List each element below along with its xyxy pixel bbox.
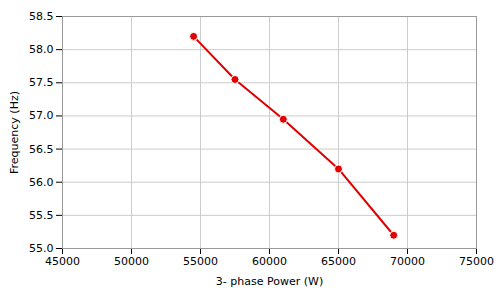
svg-text:3- phase Power (W): 3- phase Power (W) xyxy=(216,275,323,288)
svg-text:60000: 60000 xyxy=(252,255,287,268)
svg-text:58.0: 58.0 xyxy=(29,43,54,56)
svg-text:57.5: 57.5 xyxy=(29,76,54,89)
svg-text:Frequency (Hz): Frequency (Hz) xyxy=(8,91,21,174)
svg-text:56.0: 56.0 xyxy=(29,176,54,189)
svg-text:70000: 70000 xyxy=(390,255,425,268)
svg-text:55000: 55000 xyxy=(183,255,218,268)
svg-text:57.0: 57.0 xyxy=(29,109,54,122)
svg-text:55.5: 55.5 xyxy=(29,209,54,222)
svg-text:75000: 75000 xyxy=(459,255,494,268)
svg-text:58.5: 58.5 xyxy=(29,10,54,23)
svg-text:45000: 45000 xyxy=(45,255,80,268)
svg-text:56.5: 56.5 xyxy=(29,143,54,156)
svg-text:65000: 65000 xyxy=(321,255,356,268)
svg-text:50000: 50000 xyxy=(114,255,149,268)
svg-text:55.0: 55.0 xyxy=(29,242,54,255)
